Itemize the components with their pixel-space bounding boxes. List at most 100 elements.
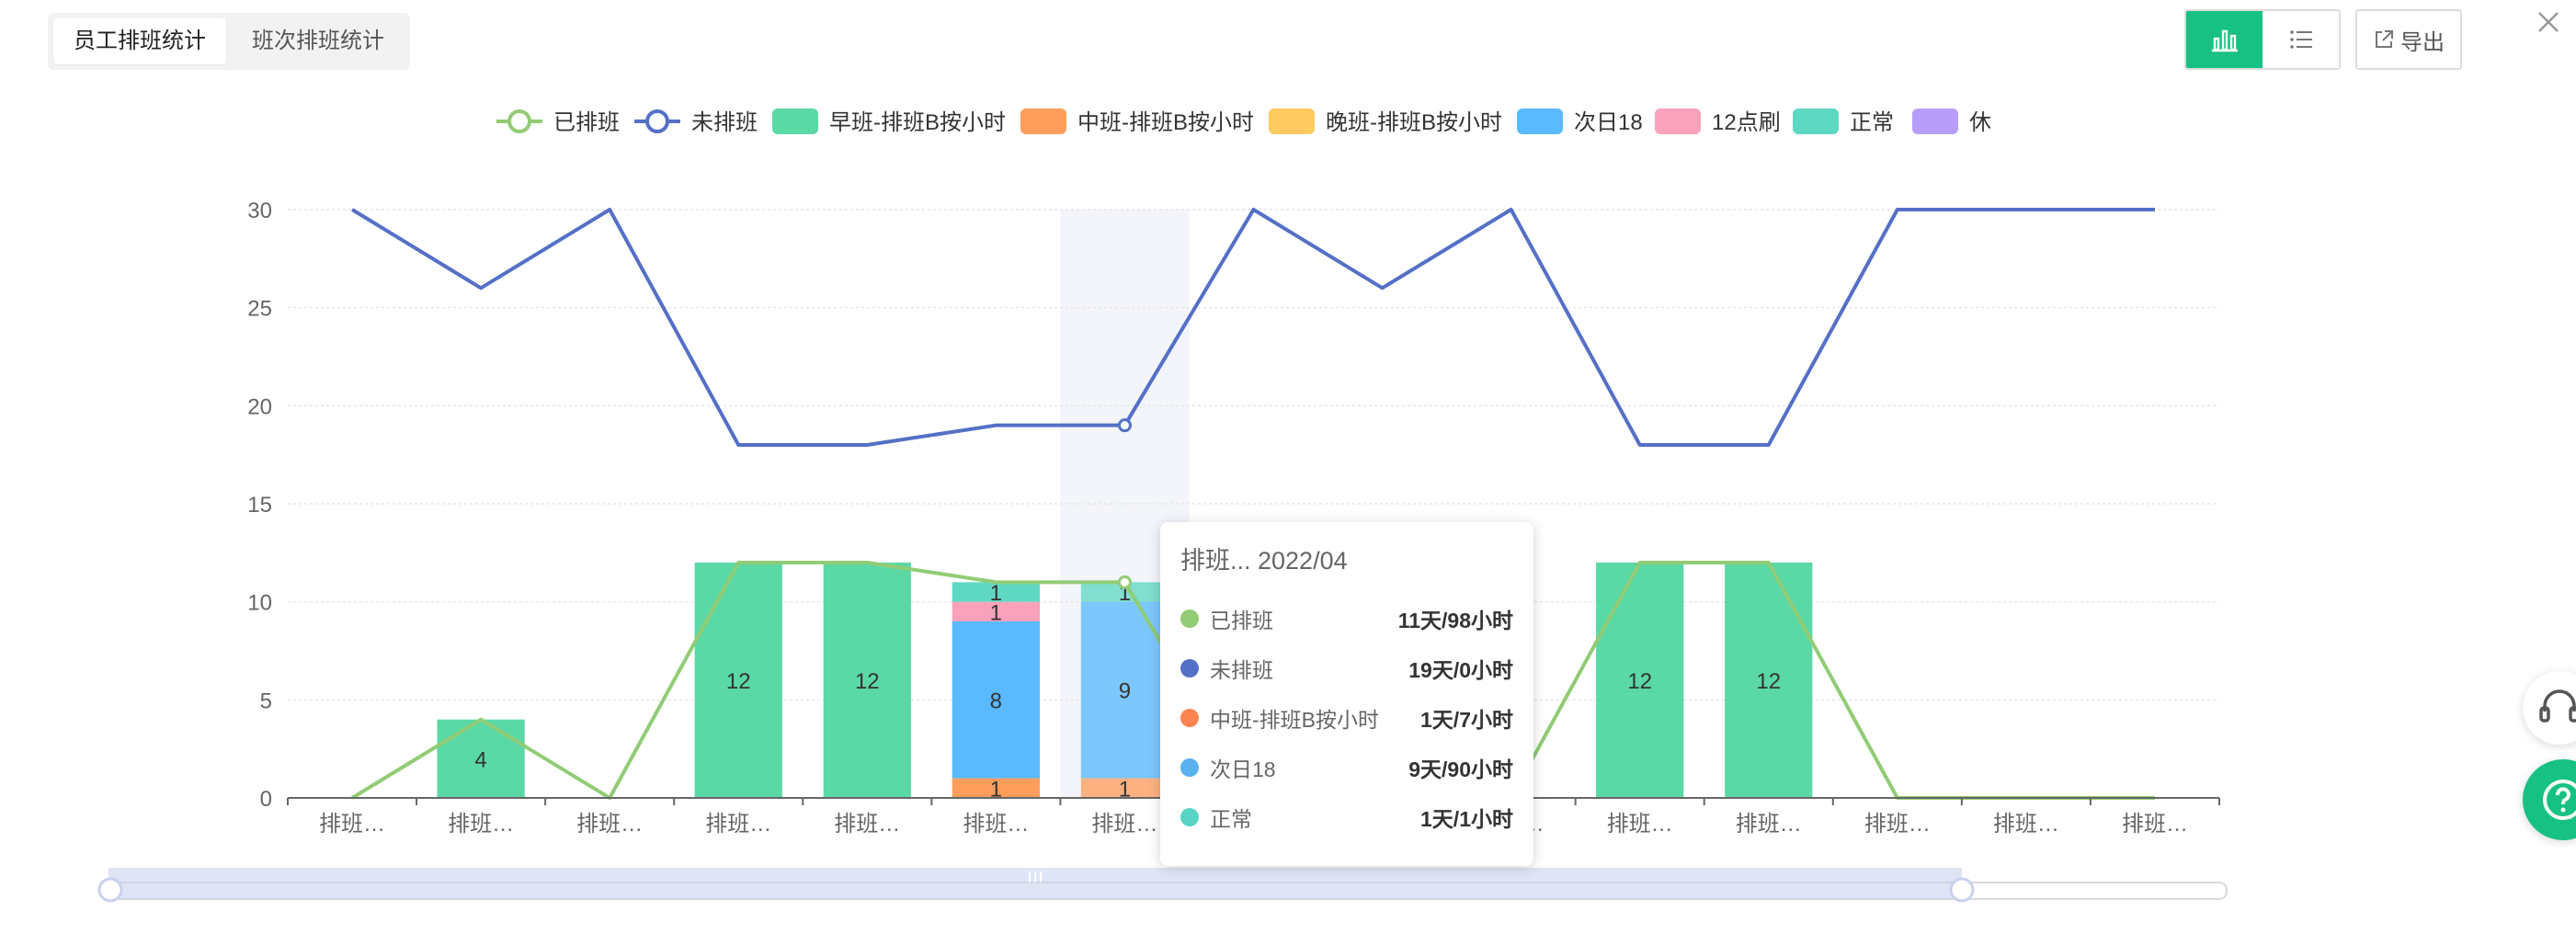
- legend-bar-swatch: [1517, 108, 1563, 134]
- list-view-button[interactable]: [2263, 11, 2339, 68]
- tooltip-row: 未排班 19天/0小时: [1180, 643, 1513, 693]
- legend-label: 休: [1969, 110, 1991, 135]
- y-tick-label: 10: [247, 591, 272, 616]
- tooltip-series-dot: [1180, 709, 1199, 727]
- x-tick-label: 排班…: [1993, 812, 2059, 837]
- legend-label: 次日18: [1574, 110, 1643, 135]
- legend-item: 休: [1912, 108, 1991, 135]
- tab-shift-schedule-stats[interactable]: 班次排班统计: [252, 28, 384, 53]
- x-tick-label: 排班…: [705, 812, 771, 837]
- legend-marker: [507, 109, 531, 133]
- zoom-handle-right: [1949, 877, 1975, 903]
- y-tick-label: 25: [247, 297, 272, 322]
- x-tick-label: 排班…: [834, 812, 900, 837]
- tooltip-series-value: 1天/1小时: [1420, 807, 1513, 831]
- legend-label: 已排班: [553, 110, 620, 135]
- bar-value-label: 12: [1756, 669, 1781, 694]
- legend-item: 早班-排班B按小时: [772, 108, 1006, 135]
- tooltip-series-dot: [1180, 758, 1199, 777]
- tooltip-series-dot: [1180, 609, 1199, 628]
- zoom-handle-left: [97, 877, 123, 903]
- bar-value-label: 8: [990, 689, 1002, 713]
- x-tick-label: 排班…: [1091, 812, 1157, 837]
- x-tick-label: 排班…: [963, 812, 1029, 837]
- tooltip-row: 已排班 11天/98小时: [1180, 594, 1513, 643]
- legend-label: 12点刷: [1712, 110, 1781, 135]
- x-tick-label: 排班…: [2122, 812, 2188, 837]
- legend-label: 晚班-排班B按小时: [1326, 110, 1502, 135]
- bar: [437, 719, 525, 798]
- tooltip-row: 次日18 9天/90小时: [1180, 743, 1513, 792]
- legend-label: 早班-排班B按小时: [829, 110, 1006, 135]
- legend-item: 已排班: [496, 109, 620, 135]
- help-icon: [2543, 780, 2576, 820]
- legend-bar-swatch: [1793, 108, 1839, 134]
- chart-view-button[interactable]: [2186, 11, 2263, 68]
- bar-value-label: 1: [990, 581, 1002, 606]
- legend-label: 未排班: [691, 110, 758, 135]
- bar: [952, 621, 1040, 779]
- help-button[interactable]: [2523, 759, 2576, 840]
- y-tick-label: 15: [247, 493, 272, 518]
- legend-item: 中班-排班B按小时: [1020, 108, 1254, 135]
- export-label: 导出: [2400, 29, 2445, 55]
- bar: [1080, 582, 1169, 602]
- legend-item: 晚班-排班B按小时: [1269, 108, 1502, 135]
- legend-item: 12点刷: [1655, 108, 1781, 135]
- bar: [694, 563, 782, 798]
- bar-value-label: 4: [474, 747, 486, 772]
- bar-value-label: 12: [726, 669, 751, 694]
- tooltip-series-name: 未排班: [1210, 658, 1273, 682]
- legend-label: 正常: [1850, 110, 1894, 135]
- tooltip-series-name: 次日18: [1210, 757, 1276, 781]
- tab-employee-schedule-stats[interactable]: 员工排班统计: [53, 18, 226, 64]
- bar: [952, 601, 1040, 621]
- bar: [1725, 563, 1813, 798]
- close-icon: [2538, 12, 2559, 32]
- tooltip-series-name: 正常: [1210, 807, 1252, 831]
- legend-label: 中班-排班B按小时: [1077, 110, 1254, 135]
- tooltip-series-name: 已排班: [1210, 609, 1273, 632]
- legend-item: 次日18: [1517, 108, 1643, 135]
- legend-item: 正常: [1793, 108, 1894, 135]
- tooltip-series-dot: [1180, 808, 1199, 826]
- x-tick-label: 排班…: [448, 812, 514, 837]
- bar-value-label: 1: [990, 777, 1002, 802]
- bar-chart-icon: [2211, 29, 2238, 52]
- x-tick-label: 排班…: [576, 812, 643, 837]
- bar: [952, 582, 1040, 602]
- tooltip-series-name: 中班-排班B按小时: [1210, 708, 1379, 732]
- tooltip-series-value: 19天/0小时: [1408, 658, 1513, 682]
- y-tick-label: 20: [247, 394, 272, 419]
- series-line: [350, 208, 2155, 447]
- tooltip-row: 正常 1天/1小时: [1180, 792, 1513, 842]
- legend-bar-swatch: [1020, 108, 1066, 134]
- legend-bar-swatch: [1269, 108, 1315, 134]
- legend-marker: [645, 109, 669, 133]
- chart-tooltip: 排班... 2022/04 已排班 11天/98小时未排班 19天/0小时中班-排班…: [1160, 522, 1533, 866]
- legend-bar-swatch: [1655, 108, 1701, 134]
- line-point: [1117, 418, 1132, 433]
- bar: [952, 778, 1040, 798]
- export-button[interactable]: 导出: [2355, 9, 2462, 70]
- bar-value-label: 12: [855, 669, 880, 694]
- tooltip-title: 排班... 2022/04: [1180, 547, 1348, 575]
- x-tick-label: 排班…: [319, 812, 385, 837]
- bar: [823, 563, 911, 798]
- legend-item: 未排班: [634, 109, 758, 135]
- bar-value-label: 1: [990, 600, 1002, 625]
- legend-bar-swatch: [1912, 108, 1958, 134]
- x-tick-label: 排班…: [1736, 812, 1802, 837]
- tooltip-series-value: 11天/98小时: [1397, 609, 1513, 632]
- headset-icon: [2539, 689, 2576, 723]
- y-tick-label: 5: [260, 689, 272, 713]
- support-button[interactable]: [2523, 671, 2576, 745]
- bar-value-label: 12: [1627, 669, 1652, 694]
- close-button[interactable]: [2530, 4, 2567, 40]
- legend-bar-swatch: [772, 108, 818, 134]
- tooltip-series-value: 9天/90小时: [1408, 757, 1513, 781]
- bar-value-label: 1: [1119, 777, 1131, 802]
- list-icon: [2289, 30, 2312, 49]
- line-point: [1117, 575, 1132, 589]
